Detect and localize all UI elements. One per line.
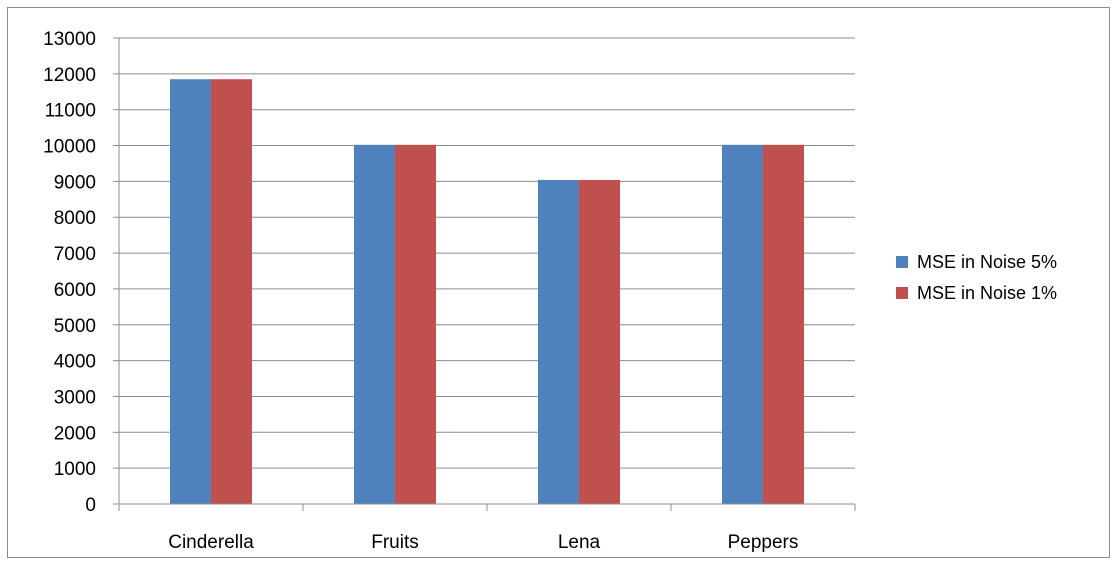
bar-noise-5: [722, 144, 763, 504]
x-tick-label: Cinderella: [168, 532, 254, 553]
y-tick-label: 12000: [43, 65, 96, 86]
y-tick-label: 6000: [54, 280, 96, 301]
y-tick-label: 9000: [54, 172, 96, 193]
legend-swatch: [896, 256, 908, 268]
y-tick-label: 13000: [43, 29, 96, 50]
y-tick-label: 7000: [54, 244, 96, 265]
bar-noise-5: [538, 179, 579, 504]
bar-noise-5: [354, 144, 395, 504]
bar-noise-5: [170, 79, 211, 504]
y-tick-label: 1000: [54, 459, 96, 480]
y-tick-label: 11000: [45, 101, 96, 122]
y-tick-label: 8000: [54, 208, 96, 229]
x-tick-label: Fruits: [371, 532, 419, 553]
x-tick-label: Peppers: [728, 532, 799, 553]
bar-noise-1: [395, 144, 436, 504]
y-tick-label: 10000: [43, 137, 96, 158]
bar-noise-1: [763, 144, 804, 504]
bar-noise-1: [211, 79, 252, 504]
legend-label: MSE in Noise 5%: [917, 252, 1057, 272]
y-tick-label: 2000: [54, 423, 96, 444]
x-tick-label: Lena: [558, 532, 601, 553]
bar-noise-1: [579, 179, 620, 504]
bars: [170, 79, 804, 504]
y-tick-label: 5000: [54, 316, 96, 337]
y-tick-label: 0: [85, 495, 96, 516]
axes: [113, 37, 856, 511]
legend-label: MSE in Noise 1%: [917, 283, 1057, 303]
y-tick-label: 4000: [54, 352, 96, 373]
y-tick-label: 3000: [54, 387, 96, 408]
legend: MSE in Noise 5% MSE in Noise 1%: [896, 252, 1057, 303]
y-tick-labels: 0 1000 2000 3000 4000 5000 6000 7000 8000 9000 100…: [43, 29, 96, 516]
x-tick-labels: Cinderella Fruits Lena Peppers: [168, 532, 798, 553]
legend-swatch: [896, 287, 908, 299]
